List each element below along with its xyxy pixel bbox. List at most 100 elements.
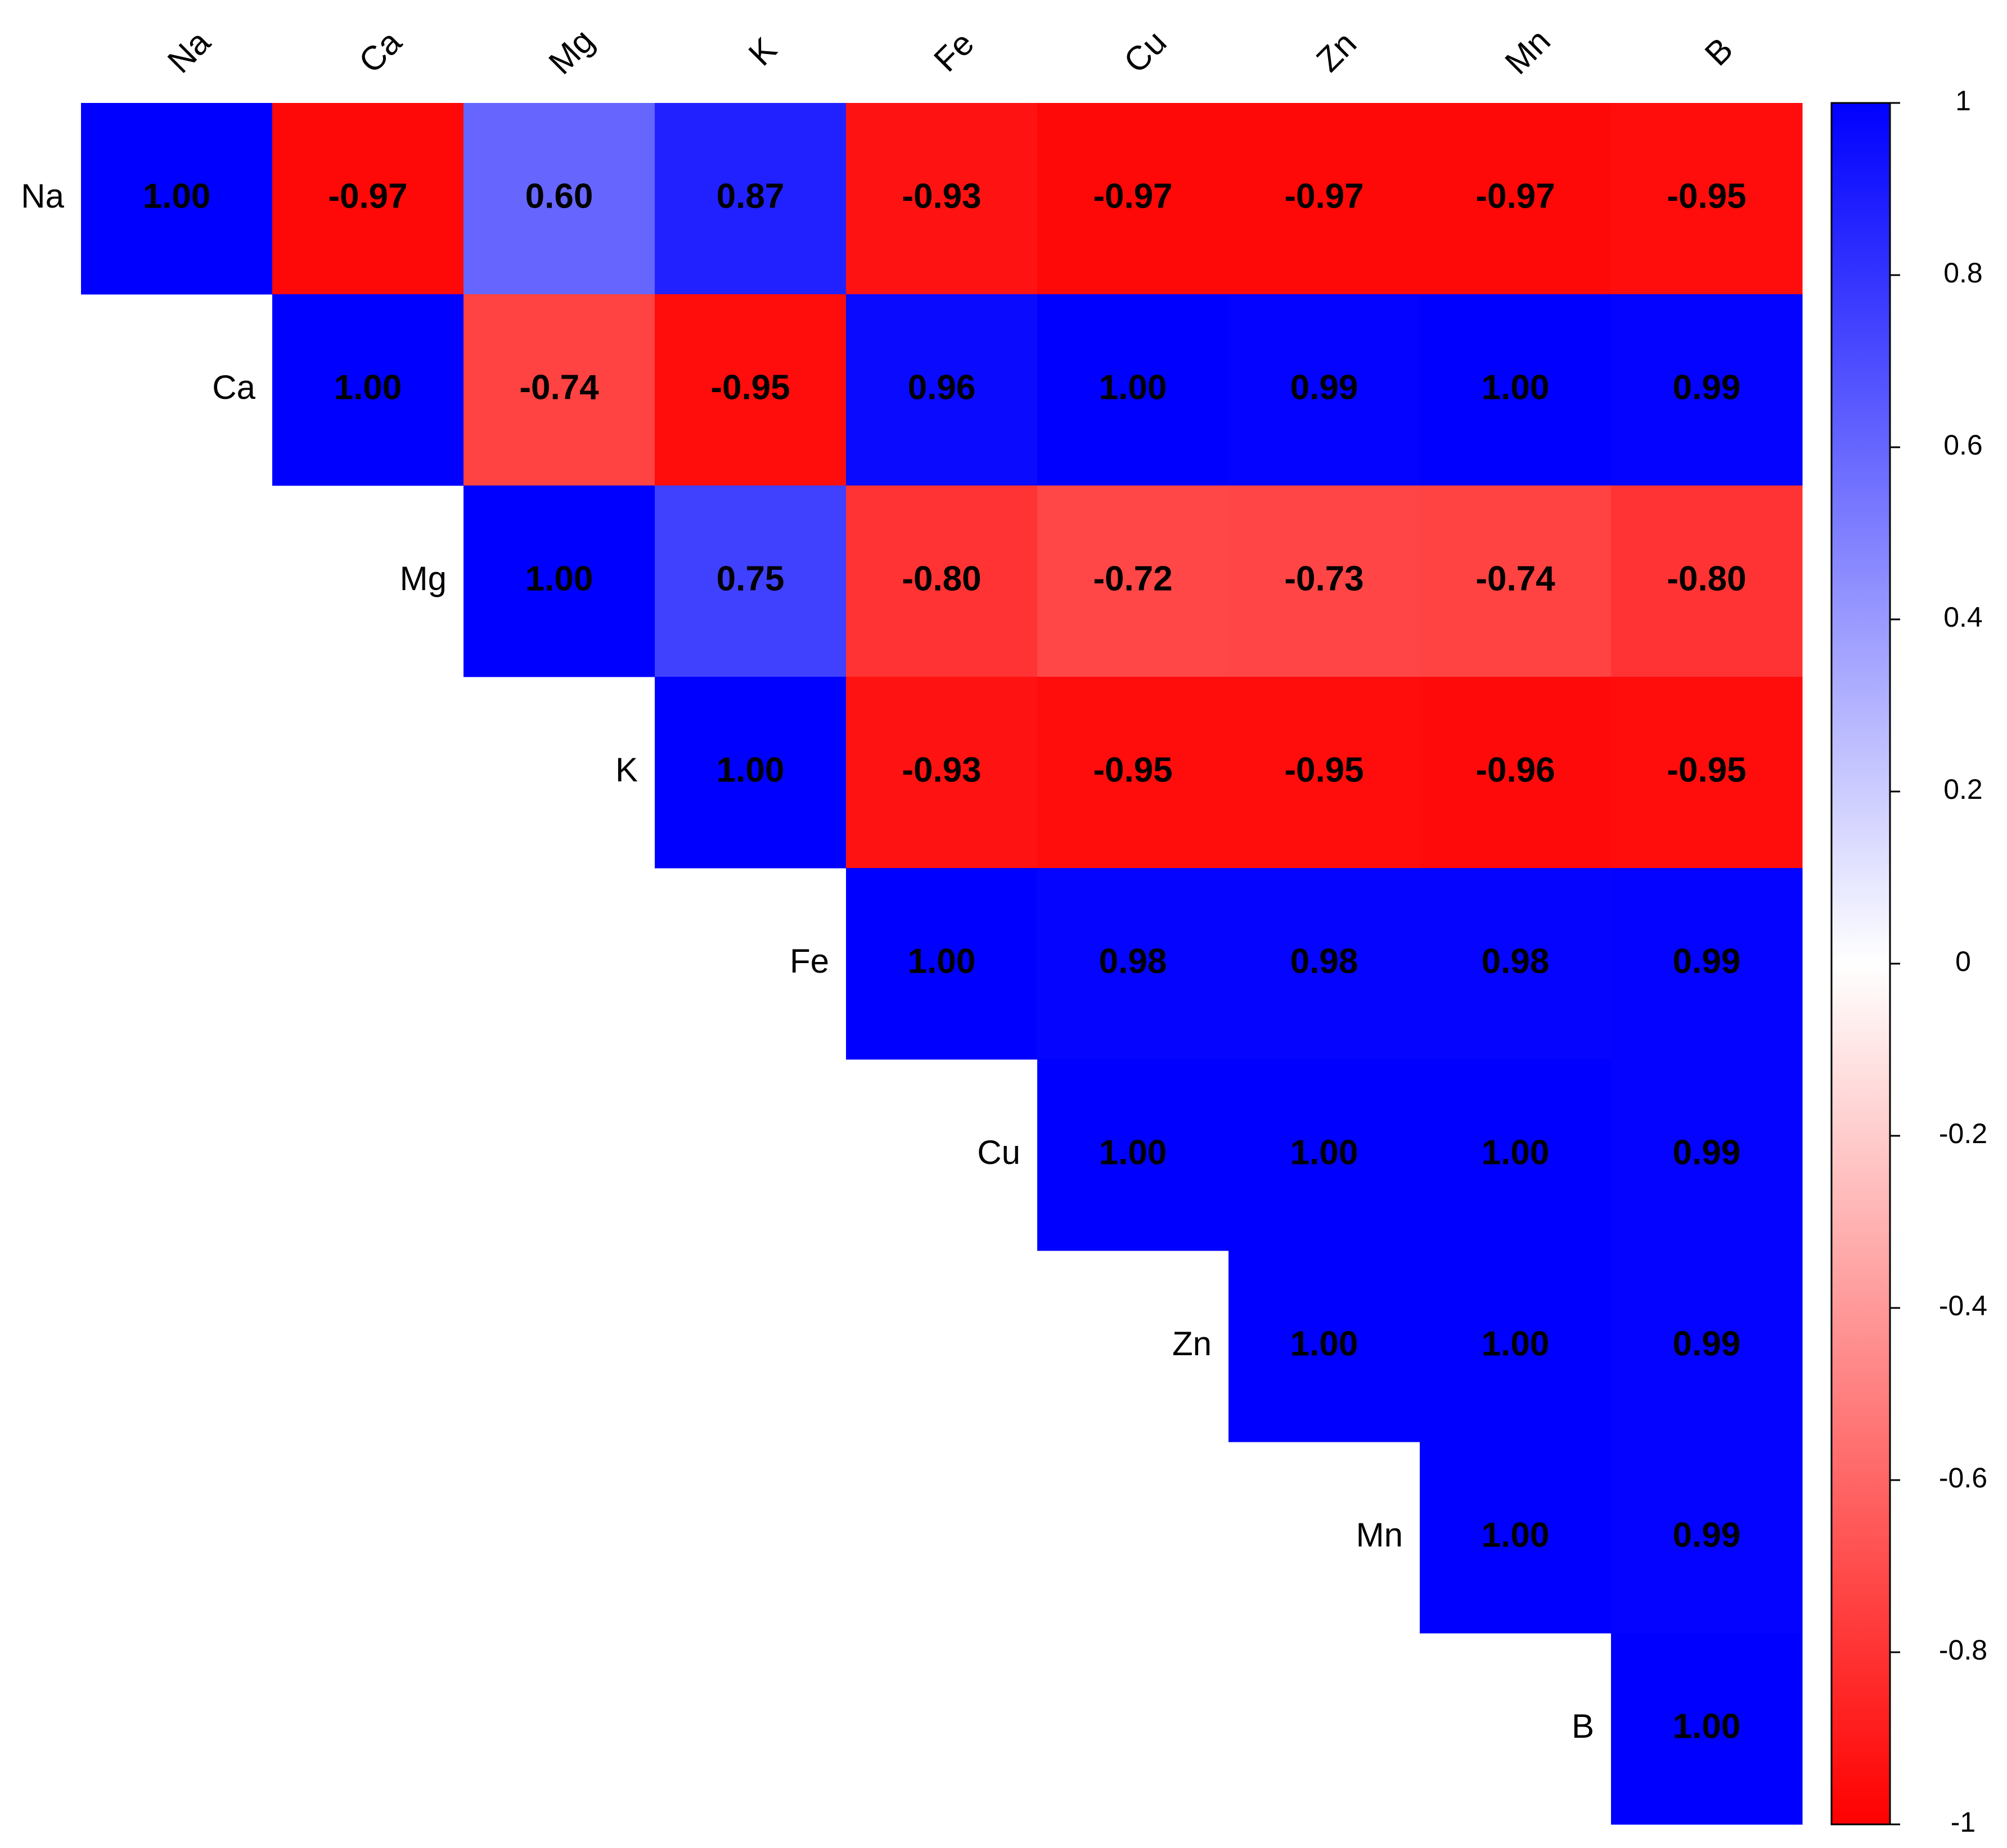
value-label: 1.00 [1673,1707,1741,1746]
colorbar-tick-label: 0.8 [1943,257,1983,289]
value-label: 1.00 [1290,1324,1358,1363]
heatmap-cell [1037,485,1229,677]
value-label: 1.00 [1099,368,1167,407]
value-label: 0.99 [1673,368,1741,407]
value-label: 0.75 [717,559,785,598]
heatmap-cell [1228,1059,1420,1251]
heatmap-cell [1611,677,1803,869]
heatmap-cell [1611,1251,1803,1442]
y-tick-label: Zn [1172,1325,1212,1363]
value-label: 1.00 [1099,1133,1167,1172]
value-label: -0.95 [1667,177,1746,215]
value-label: 1.00 [1482,368,1550,407]
value-label: 0.99 [1673,1516,1741,1554]
colorbar-tick-label: -1 [1951,1806,1976,1838]
heatmap-cell [655,677,847,869]
value-label: -0.97 [1284,177,1364,215]
value-label: -0.93 [902,177,981,215]
value-label: 1.00 [1290,1133,1358,1172]
heatmap-cell [1228,1251,1420,1442]
colorbar-tick-label: 0.4 [1943,601,1983,633]
heatmap-cell [1420,294,1612,486]
heatmap-cell [1611,294,1803,486]
colorbar-tick-label: -0.4 [1939,1290,1987,1321]
heatmap-cell [464,103,655,295]
heatmap-cell [1611,103,1803,295]
colorbar-tick-label: 0.6 [1943,429,1983,461]
x-tick-label: Mg [542,22,601,82]
value-label: 0.98 [1099,942,1167,981]
value-label: 0.60 [525,177,593,215]
heatmap-cell [1228,294,1420,486]
x-tick-label: Ca [352,23,409,80]
heatmap-cell [1037,1059,1229,1251]
y-tick-label: Cu [977,1134,1020,1171]
y-tick-label: Mn [1356,1516,1403,1554]
colorbar [1830,102,1891,1825]
heatmap-cell [1611,1059,1803,1251]
y-tick-label: B [1572,1707,1594,1745]
value-label: -0.97 [1093,177,1172,215]
value-label: -0.95 [1284,750,1364,789]
heatmap-cell [846,294,1038,486]
colorbar-tick-label: 1 [1955,85,1971,116]
x-tick-label: Cu [1117,23,1174,80]
value-label: 1.00 [1482,1133,1550,1172]
value-label: -0.97 [1475,177,1555,215]
value-label: -0.74 [519,368,599,407]
x-tick-label: B [1698,30,1740,73]
value-label: -0.80 [902,559,981,598]
heatmap-cell [1420,1059,1612,1251]
value-label: 0.98 [1290,942,1358,981]
heatmap-cell [846,485,1038,677]
x-tick-label: Na [160,23,218,80]
heatmap-cell [1420,868,1612,1060]
heatmap-cell [1611,485,1803,677]
heatmap-cell [846,868,1038,1060]
colorbar-tick-label: -0.2 [1939,1118,1987,1149]
heatmap-cell [1228,868,1420,1060]
y-tick-label: Fe [790,942,829,980]
value-label: 1.00 [717,750,785,789]
value-label: -0.80 [1667,559,1746,598]
colorbar-tick-label: 0.2 [1943,774,1983,805]
value-label: 0.99 [1290,368,1358,407]
heatmap-cell [464,485,655,677]
y-tick-label: Na [21,177,64,215]
heatmap-cell [1037,294,1229,486]
heatmap-cell [1228,485,1420,677]
x-tick-label: K [741,30,784,73]
y-tick-label: Mg [400,560,447,597]
value-label: 0.99 [1673,942,1741,981]
heatmap-cell [846,103,1038,295]
heatmap-cell [272,103,464,295]
heatmap-cell [272,294,464,486]
value-label: 0.96 [908,368,976,407]
heatmap-cell [1611,868,1803,1060]
value-label: 1.00 [1482,1516,1550,1554]
value-label: -0.93 [902,750,981,789]
value-label: 1.00 [1482,1324,1550,1363]
heatmap-cell [464,294,655,486]
x-tick-label: Mn [1498,22,1558,82]
heatmap-cell [1420,485,1612,677]
value-label: -0.73 [1284,559,1364,598]
y-tick-label: K [615,751,638,789]
value-label: -0.95 [1093,750,1172,789]
heatmap-cell [1420,677,1612,869]
value-label: 0.99 [1673,1324,1741,1363]
value-label: 0.98 [1482,942,1550,981]
value-label: 1.00 [334,368,402,407]
value-label: 1.00 [908,942,976,981]
colorbar-tick-label: -0.8 [1939,1634,1987,1666]
heatmap-cell [655,485,847,677]
x-tick-label: Fe [926,24,981,79]
value-label: -0.96 [1475,750,1555,789]
heatmap-cell [1420,1251,1612,1442]
value-label: 1.00 [143,177,211,215]
heatmap-cell [1420,1442,1612,1634]
heatmap-cell [1037,677,1229,869]
heatmap-cell [1037,868,1229,1060]
heatmap-cell [1611,1633,1803,1825]
